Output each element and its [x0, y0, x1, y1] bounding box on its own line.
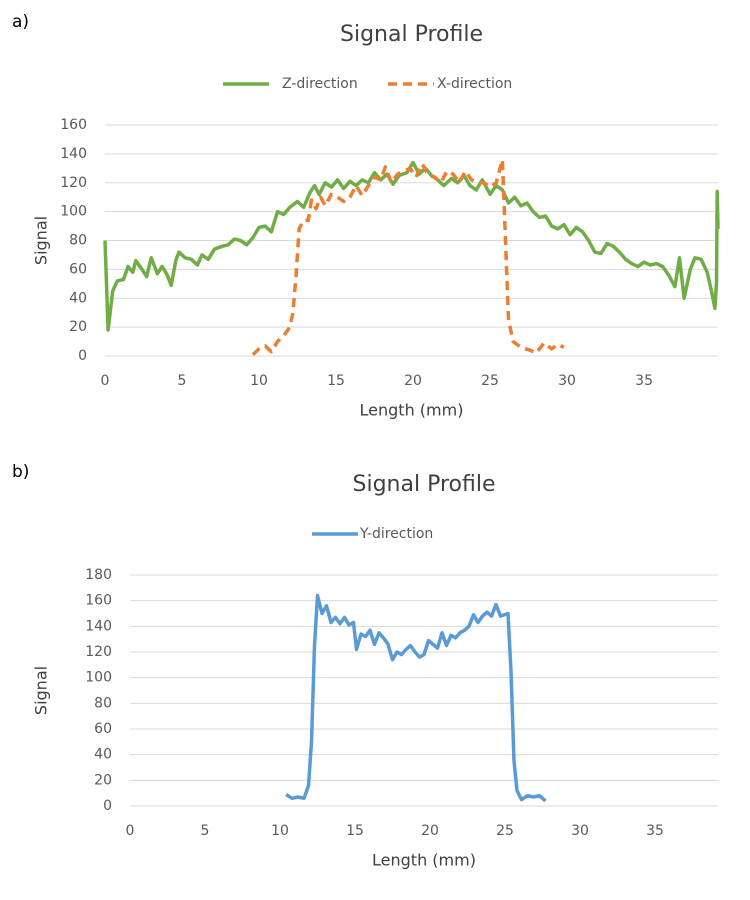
- y-axis-title: Signal: [32, 666, 51, 715]
- legend-label: Z-direction: [282, 76, 358, 92]
- y-tick-label: 20: [69, 319, 87, 335]
- legend-label: X-direction: [437, 76, 512, 92]
- x-tick-label: 10: [250, 373, 268, 389]
- x-tick-label: 5: [178, 373, 187, 389]
- x-tick-label: 15: [327, 373, 345, 389]
- x-tick-label: 25: [481, 373, 499, 389]
- y-tick-label: 140: [85, 618, 112, 634]
- x-tick-label: 0: [101, 373, 110, 389]
- chart-title: Signal Profile: [353, 472, 496, 497]
- x-tick-label: 0: [126, 823, 135, 839]
- y-tick-label: 140: [60, 146, 87, 162]
- y-tick-label: 120: [85, 644, 112, 660]
- y-tick-label: 20: [94, 772, 112, 788]
- y-tick-label: 0: [103, 798, 112, 814]
- y-tick-label: 40: [94, 747, 112, 763]
- y-tick-label: 160: [85, 593, 112, 609]
- y-tick-label: 40: [69, 290, 87, 306]
- y-tick-label: 0: [78, 348, 87, 364]
- chart-title: Signal Profile: [340, 22, 483, 47]
- x-tick-label: 25: [496, 823, 514, 839]
- x-tick-label: 15: [346, 823, 364, 839]
- legend-label: Y-direction: [359, 526, 433, 542]
- y-tick-label: 180: [85, 567, 112, 583]
- x-tick-label: 30: [558, 373, 576, 389]
- x-tick-label: 35: [646, 823, 664, 839]
- x-tick-label: 10: [271, 823, 289, 839]
- y-axis-title: Signal: [32, 216, 51, 265]
- y-tick-label: 120: [60, 175, 87, 191]
- y-tick-label: 80: [69, 233, 87, 249]
- y-tick-label: 100: [85, 670, 112, 686]
- x-axis-title: Length (mm): [360, 401, 464, 420]
- y-tick-label: 160: [60, 117, 87, 133]
- x-tick-label: 35: [635, 373, 653, 389]
- y-tick-label: 80: [94, 695, 112, 711]
- panel-label: a): [12, 12, 29, 32]
- y-tick-label: 100: [60, 204, 87, 220]
- data-line: [103, 160, 720, 332]
- x-tick-label: 20: [404, 373, 422, 389]
- x-tick-label: 5: [201, 823, 210, 839]
- data-line: [251, 157, 565, 356]
- x-axis-title: Length (mm): [372, 851, 476, 870]
- y-tick-label: 60: [94, 721, 112, 737]
- x-tick-label: 20: [421, 823, 439, 839]
- x-tick-label: 30: [571, 823, 589, 839]
- panel-label: b): [12, 462, 29, 482]
- y-tick-label: 60: [69, 261, 87, 277]
- data-line: [285, 593, 547, 803]
